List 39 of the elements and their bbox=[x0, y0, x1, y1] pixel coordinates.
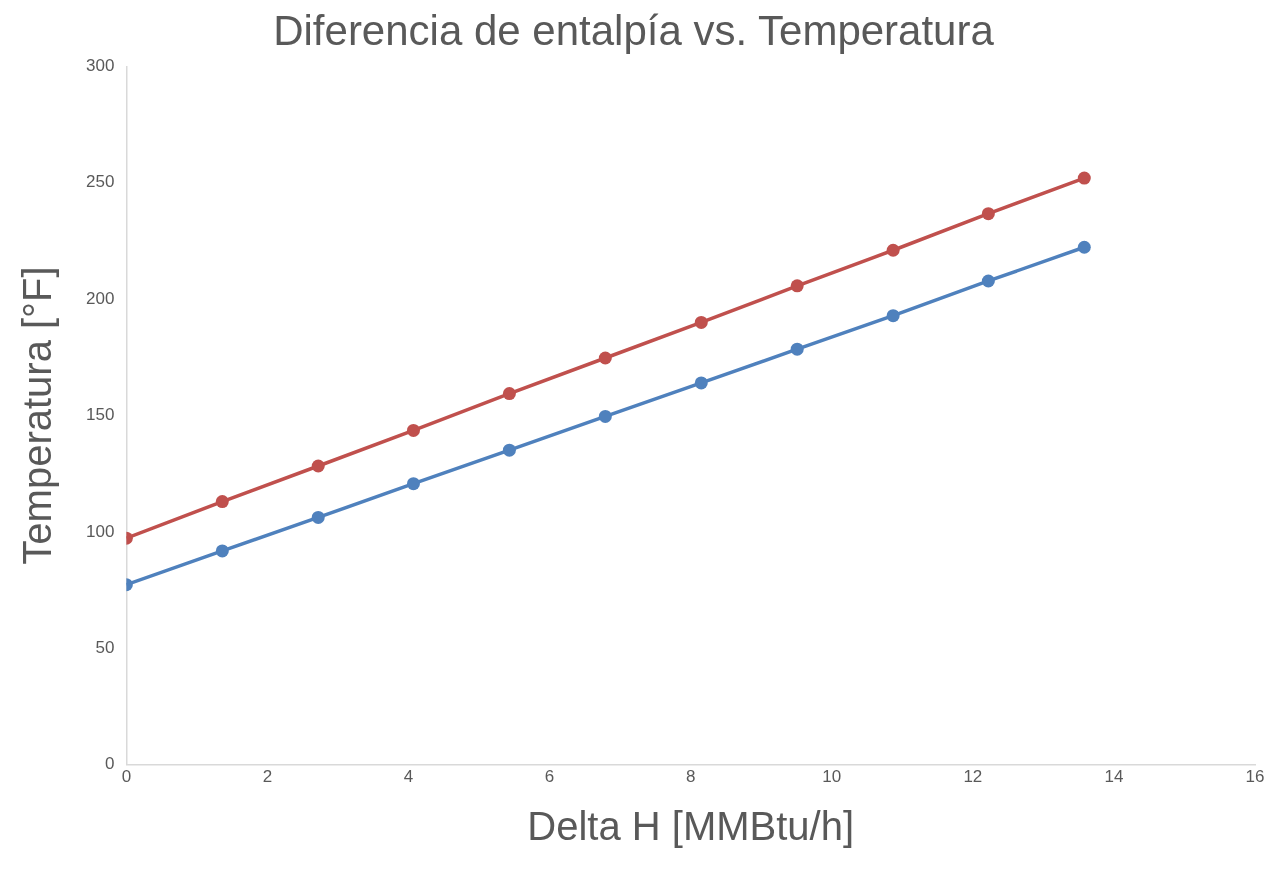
point bbox=[502, 443, 516, 457]
x-tick-label: 10 bbox=[822, 767, 842, 787]
chart-title: Diferencia de entalpía vs. Temperatura bbox=[273, 6, 995, 54]
y-tick-label: 50 bbox=[95, 637, 115, 657]
y-axis-title: Temperatura [°F] bbox=[15, 266, 60, 565]
point bbox=[886, 243, 900, 257]
point bbox=[406, 423, 420, 437]
point bbox=[981, 207, 995, 221]
y-tick-label: 200 bbox=[85, 288, 115, 308]
point bbox=[311, 459, 325, 473]
point bbox=[215, 544, 229, 558]
y-tick-label: 150 bbox=[85, 405, 115, 425]
point bbox=[694, 376, 708, 390]
y-tick-label: 0 bbox=[104, 754, 115, 774]
y-tick-label: 250 bbox=[85, 172, 115, 192]
x-tick-label: 12 bbox=[963, 767, 983, 787]
point bbox=[981, 274, 995, 288]
x-tick-label: 16 bbox=[1245, 767, 1265, 787]
point bbox=[694, 315, 708, 329]
y-tick-label: 300 bbox=[85, 56, 115, 76]
x-tick-label: 6 bbox=[544, 767, 555, 787]
x-axis-title: Delta H [MMBtu/h] bbox=[527, 804, 855, 849]
point bbox=[406, 477, 420, 491]
point bbox=[790, 279, 804, 293]
point bbox=[215, 495, 229, 509]
point bbox=[598, 351, 612, 365]
y-tick-label: 100 bbox=[85, 521, 115, 541]
x-tick-label: 0 bbox=[121, 767, 132, 787]
point bbox=[1077, 240, 1091, 254]
point bbox=[311, 510, 325, 524]
point bbox=[790, 342, 804, 356]
x-tick-label: 8 bbox=[685, 767, 696, 787]
point bbox=[502, 387, 516, 401]
x-tick-label: 14 bbox=[1104, 767, 1124, 787]
x-tick-label: 2 bbox=[262, 767, 273, 787]
point bbox=[1077, 171, 1091, 185]
point bbox=[598, 409, 612, 423]
x-tick-label: 4 bbox=[403, 767, 414, 787]
point bbox=[886, 309, 900, 323]
